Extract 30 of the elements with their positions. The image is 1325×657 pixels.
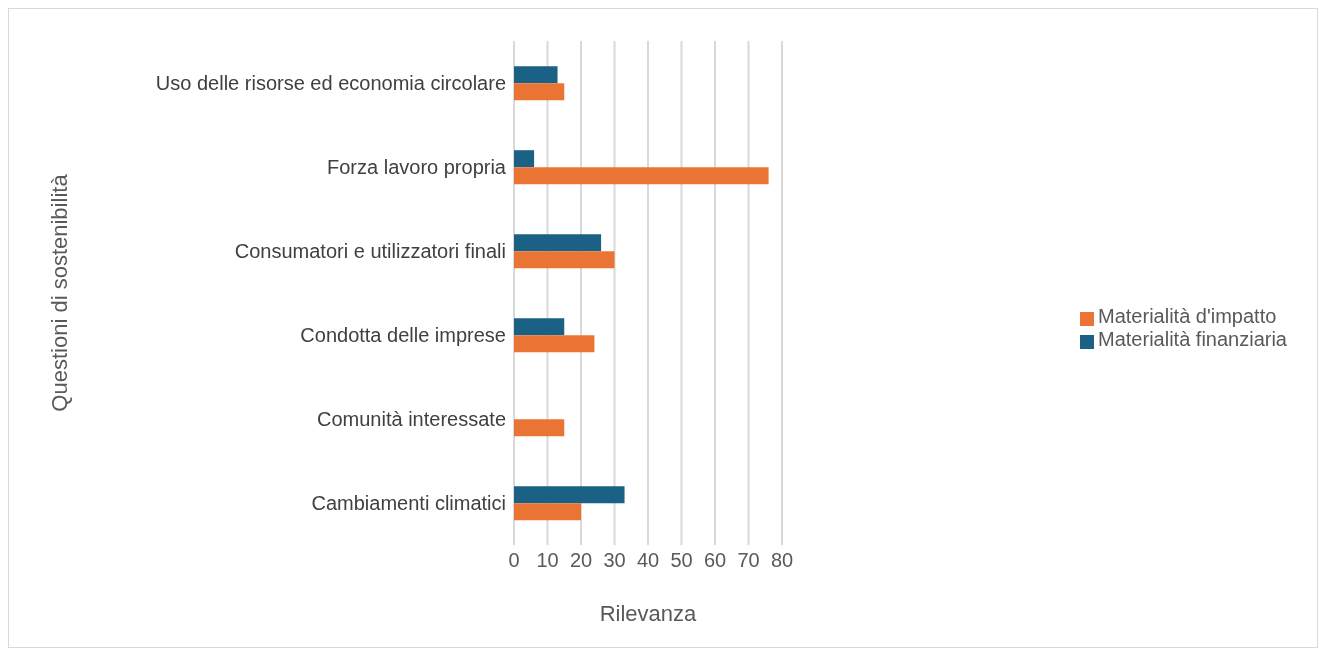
bar [514, 486, 625, 504]
x-tick-label: 80 [770, 549, 794, 572]
x-tick-label: 0 [508, 549, 520, 572]
y-tick-label: Comunità interessate [317, 408, 506, 431]
bar [514, 234, 602, 252]
x-tick-label: 60 [703, 549, 727, 572]
legend-label: Materialità finanziaria [1098, 328, 1287, 350]
y-tick-label: Cambiamenti climatici [311, 492, 506, 515]
bar [514, 167, 769, 185]
bar [514, 150, 535, 168]
x-tick-label: 70 [737, 549, 760, 572]
x-tick-label: 20 [569, 549, 593, 572]
bar [514, 335, 595, 353]
bar [514, 83, 565, 101]
x-tick-label: 30 [603, 549, 626, 572]
bar [514, 251, 615, 269]
bar [514, 66, 558, 84]
x-axis-title: Rilevanza [599, 601, 698, 626]
legend-label: Materialità d'impatto [1098, 305, 1277, 327]
bar [514, 419, 565, 437]
y-tick-label: Forza lavoro propria [327, 156, 507, 179]
y-tick-label: Condotta delle imprese [300, 324, 506, 347]
y-axis-title: Questioni di sostenibilità [46, 173, 72, 412]
y-tick-label: Consumatori e utilizzatori finali [234, 240, 506, 263]
bar [514, 503, 581, 521]
x-tick-label: 40 [636, 549, 660, 572]
x-tick-label: 50 [670, 549, 693, 572]
x-tick-label: 10 [536, 549, 559, 572]
y-tick-label: Uso delle risorse ed economia circolare [155, 72, 506, 95]
bar [514, 318, 565, 336]
